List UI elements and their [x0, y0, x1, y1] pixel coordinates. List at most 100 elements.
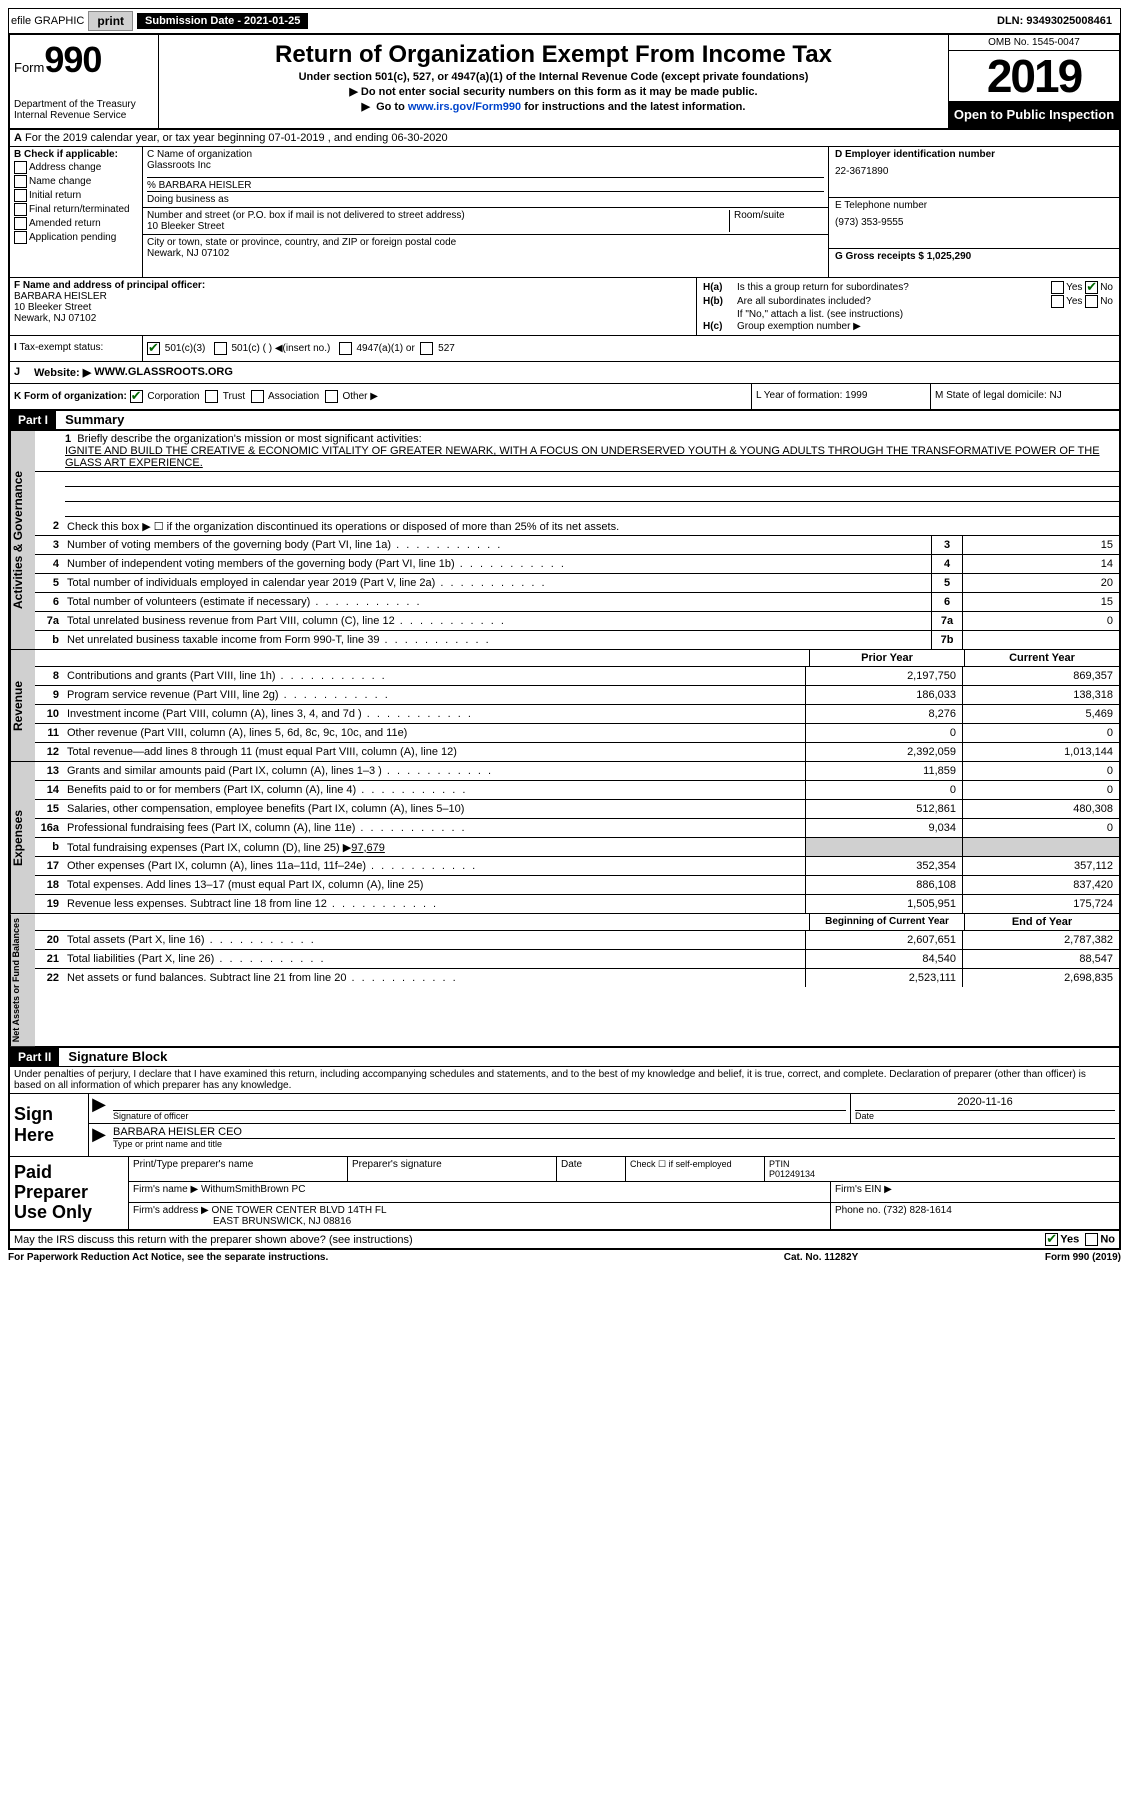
chk-other[interactable]: [325, 390, 338, 403]
val-5: 20: [962, 574, 1119, 592]
street-label: Number and street (or P.O. box if mail i…: [147, 210, 725, 221]
preparer-sig-label: Preparer's signature: [348, 1157, 557, 1181]
omb-number: OMB No. 1545-0047: [949, 35, 1119, 51]
chk-501c3[interactable]: [147, 342, 160, 355]
open-to-public: Open to Public Inspection: [949, 101, 1119, 128]
chk-final-return[interactable]: [14, 203, 27, 216]
chk-address-change[interactable]: [14, 161, 27, 174]
top-bar: efile GRAPHIC print Submission Date - 20…: [8, 8, 1121, 34]
val-3: 15: [962, 536, 1119, 554]
line-8: Contributions and grants (Part VIII, lin…: [65, 669, 805, 683]
line-3: Number of voting members of the governin…: [65, 538, 931, 552]
col-c: C Name of organization Glassroots Inc % …: [143, 147, 829, 277]
line-13: Grants and similar amounts paid (Part IX…: [65, 764, 805, 778]
ha-yes[interactable]: [1051, 281, 1064, 294]
subtitle-3: Go to www.irs.gov/Form990 for instructio…: [165, 100, 942, 113]
col-end: End of Year: [964, 914, 1119, 930]
org-name: Glassroots Inc: [147, 160, 824, 171]
tab-net-assets: Net Assets or Fund Balances: [10, 914, 35, 1046]
chk-4947[interactable]: [339, 342, 352, 355]
firm-addr1: ONE TOWER CENTER BLVD 14TH FL: [212, 1205, 387, 1216]
officer-addr1: 10 Bleeker Street: [14, 302, 692, 313]
section-fh: F Name and address of principal officer:…: [8, 277, 1121, 336]
subtitle-1: Under section 501(c), 527, or 4947(a)(1)…: [165, 71, 942, 83]
chk-name-change[interactable]: [14, 175, 27, 188]
officer-name: BARBARA HEISLER: [14, 291, 692, 302]
signature-block: Under penalties of perjury, I declare th…: [8, 1066, 1121, 1231]
irs-yes[interactable]: [1045, 1233, 1058, 1246]
ptin-label: PTIN: [769, 1159, 790, 1169]
chk-assoc[interactable]: [251, 390, 264, 403]
arrow-icon: ▶: [89, 1094, 109, 1123]
dept-treasury: Department of the Treasury: [14, 99, 154, 110]
officer-name-title: BARBARA HEISLER CEO: [113, 1126, 1115, 1139]
city-label: City or town, state or province, country…: [147, 237, 824, 248]
col-f: F Name and address of principal officer:…: [10, 278, 697, 335]
chk-501c[interactable]: [214, 342, 227, 355]
revenue-section: Revenue Prior YearCurrent Year 8Contribu…: [8, 649, 1121, 761]
line-12: Total revenue—add lines 8 through 11 (mu…: [65, 745, 805, 759]
part1-header: Part I: [10, 411, 56, 429]
chk-trust[interactable]: [205, 390, 218, 403]
declaration: Under penalties of perjury, I declare th…: [10, 1067, 1119, 1094]
form-number: 990: [44, 39, 101, 80]
line-14: Benefits paid to or for members (Part IX…: [65, 783, 805, 797]
form-title: Return of Organization Exempt From Incom…: [165, 41, 942, 69]
line-21: Total liabilities (Part X, line 26): [65, 952, 805, 966]
submission-date: Submission Date - 2021-01-25: [137, 13, 308, 29]
may-irs-row: May the IRS discuss this return with the…: [8, 1231, 1121, 1250]
hb-yes[interactable]: [1051, 295, 1064, 308]
paid-preparer: Paid Preparer Use Only: [10, 1157, 129, 1229]
chk-app-pending[interactable]: [14, 231, 27, 244]
line-16b: Total fundraising expenses (Part IX, col…: [65, 840, 805, 855]
col-b: B Check if applicable: Address change Na…: [10, 147, 143, 277]
print-button[interactable]: print: [88, 11, 133, 31]
chk-amended[interactable]: [14, 217, 27, 230]
line-17: Other expenses (Part IX, column (A), lin…: [65, 859, 805, 873]
col-h: H(a) Is this a group return for subordin…: [697, 278, 1119, 335]
line-10: Investment income (Part VIII, column (A)…: [65, 707, 805, 721]
net-assets-section: Net Assets or Fund Balances Beginning of…: [8, 913, 1121, 1048]
header-left: Form990 Department of the Treasury Inter…: [10, 35, 159, 128]
dba-label: Doing business as: [147, 191, 824, 205]
part2-title: Signature Block: [68, 1049, 167, 1064]
firm-ein-label: Firm's EIN ▶: [831, 1182, 1119, 1202]
line-11: Other revenue (Part VIII, column (A), li…: [65, 726, 805, 740]
chk-527[interactable]: [420, 342, 433, 355]
ha-no[interactable]: [1085, 281, 1098, 294]
subtitle-2: Do not enter social security numbers on …: [165, 85, 942, 98]
line-18: Total expenses. Add lines 13–17 (must eq…: [65, 878, 805, 892]
line-2: Check this box ▶ ☐ if the organization d…: [65, 519, 1119, 534]
line-6: Total number of volunteers (estimate if …: [65, 595, 931, 609]
irs-link[interactable]: www.irs.gov/Form990: [408, 101, 521, 113]
col-d: D Employer identification number 22-3671…: [829, 147, 1119, 277]
website-row: J Website: ▶ WWW.GLASSROOTS.ORG: [8, 362, 1121, 384]
form-header: Form990 Department of the Treasury Inter…: [8, 34, 1121, 130]
type-name-label: Type or print name and title: [113, 1139, 1115, 1149]
line-4: Number of independent voting members of …: [65, 557, 931, 571]
ptin: P01249134: [769, 1169, 815, 1179]
firm-addr2: EAST BRUNSWICK, NJ 08816: [213, 1216, 351, 1227]
org-name-label: C Name of organization: [147, 149, 824, 160]
firm-name-label: Firm's name ▶: [133, 1184, 198, 1195]
val-7b: [962, 631, 1119, 649]
hb-no[interactable]: [1085, 295, 1098, 308]
line-9: Program service revenue (Part VIII, line…: [65, 688, 805, 702]
line-20: Total assets (Part X, line 16): [65, 933, 805, 947]
tax-exempt-row: I Tax-exempt status: 501(c)(3) 501(c) ( …: [8, 336, 1121, 362]
header-right: OMB No. 1545-0047 2019 Open to Public In…: [948, 35, 1119, 128]
chk-initial-return[interactable]: [14, 189, 27, 202]
officer-label: F Name and address of principal officer:: [14, 280, 205, 291]
firm-name: WithumSmithBrown PC: [201, 1184, 305, 1195]
city: Newark, NJ 07102: [147, 248, 824, 259]
footer-right: Form 990 (2019): [921, 1252, 1121, 1263]
line-19: Revenue less expenses. Subtract line 18 …: [65, 897, 805, 911]
year-formation: L Year of formation: 1999: [752, 384, 931, 409]
preparer-name-label: Print/Type preparer's name: [129, 1157, 348, 1181]
gross-receipts: G Gross receipts $ 1,025,290: [835, 251, 971, 262]
irs-no[interactable]: [1085, 1233, 1098, 1246]
chk-corp[interactable]: [130, 390, 143, 403]
activities-governance: Activities & Governance 1 Briefly descri…: [8, 429, 1121, 649]
tax-year: 2019: [949, 51, 1119, 101]
dln: DLN: 93493025008461: [997, 15, 1118, 27]
